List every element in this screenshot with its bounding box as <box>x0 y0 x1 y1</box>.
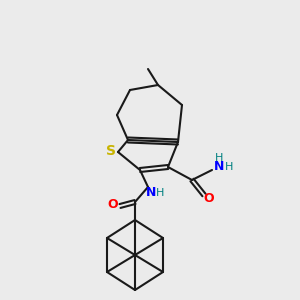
Text: H: H <box>156 188 164 198</box>
Text: O: O <box>108 197 118 211</box>
Text: N: N <box>146 187 156 200</box>
Text: H: H <box>225 162 233 172</box>
Text: S: S <box>106 144 116 158</box>
Text: N: N <box>214 160 224 173</box>
Text: O: O <box>204 191 214 205</box>
Text: H: H <box>215 153 223 163</box>
